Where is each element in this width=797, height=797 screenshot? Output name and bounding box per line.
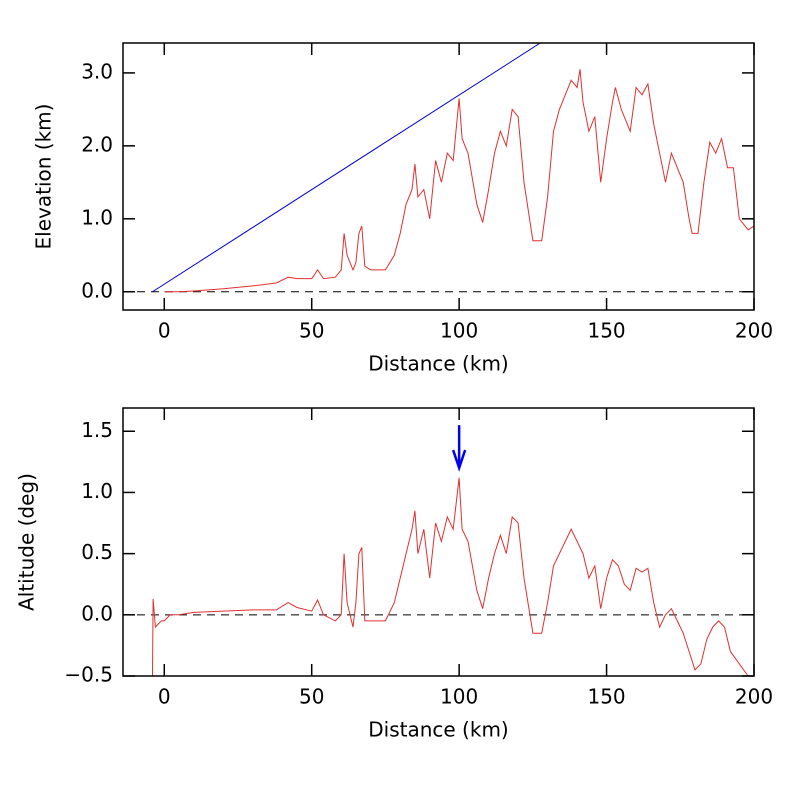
y-tick-label: 2.0 (81, 132, 113, 156)
x-tick-label: 150 (587, 685, 625, 709)
y-tick-label: 0.0 (81, 278, 113, 302)
y-tick-label: 3.0 (81, 59, 113, 83)
x-tick-label: 200 (735, 319, 773, 343)
data-line (152, 477, 754, 676)
y-axis-label: Elevation (km) (32, 104, 56, 250)
x-axis-label: Distance (km) (368, 352, 508, 376)
data-line (164, 69, 754, 293)
y-axis-label: Altitude (deg) (15, 473, 39, 611)
x-tick-label: 200 (735, 685, 773, 709)
x-tick-label: 150 (587, 319, 625, 343)
plot-area (123, 477, 754, 676)
x-tick-label: 0 (158, 685, 171, 709)
x-tick-label: 50 (299, 319, 324, 343)
y-tick-label: 0.0 (81, 601, 113, 625)
plot-frame (122, 407, 755, 677)
plot-frame (122, 42, 755, 311)
arrow-head (451, 449, 467, 472)
y-tick-label: 0.5 (81, 540, 113, 564)
x-tick-label: 0 (158, 319, 171, 343)
y-tick-label: 1.0 (81, 479, 113, 503)
reference-line (152, 43, 541, 293)
x-tick-label: 100 (440, 685, 478, 709)
y-tick-label: 1.0 (81, 205, 113, 229)
plot-area (123, 43, 754, 293)
x-tick-label: 100 (440, 319, 478, 343)
x-tick-label: 50 (299, 685, 324, 709)
x-axis-label: Distance (km) (368, 718, 508, 742)
y-tick-label: 1.5 (81, 418, 113, 442)
y-tick-label: −0.5 (64, 663, 113, 687)
